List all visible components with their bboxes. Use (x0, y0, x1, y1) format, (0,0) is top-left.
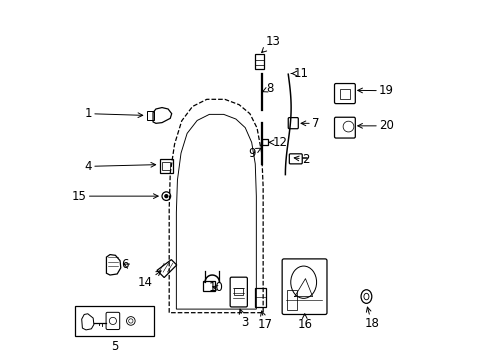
Text: 3: 3 (239, 309, 248, 329)
Text: 20: 20 (357, 120, 393, 132)
Text: 1: 1 (84, 107, 142, 120)
Bar (234, 288, 243, 296)
Text: 18: 18 (364, 307, 379, 330)
Text: 2: 2 (294, 153, 309, 166)
Bar (159, 159, 173, 173)
Text: 5: 5 (111, 339, 118, 352)
Bar (286, 290, 296, 310)
Text: 11: 11 (291, 67, 308, 80)
Text: 6: 6 (121, 258, 129, 271)
Text: 16: 16 (297, 314, 312, 331)
Bar (262, 139, 267, 145)
Text: 15: 15 (72, 190, 158, 203)
Bar (162, 162, 169, 170)
Bar (255, 288, 265, 307)
Bar (254, 54, 263, 69)
Text: 8: 8 (262, 82, 273, 95)
Bar (75, 306, 154, 336)
Bar (146, 111, 154, 120)
Text: 13: 13 (261, 35, 280, 53)
Circle shape (164, 195, 167, 198)
Text: 19: 19 (357, 84, 393, 97)
Text: 7: 7 (301, 117, 319, 130)
Text: 12: 12 (268, 136, 287, 149)
Bar (203, 281, 214, 291)
Text: 14: 14 (138, 271, 161, 289)
Text: 4: 4 (84, 160, 155, 173)
Text: 10: 10 (208, 281, 223, 294)
Bar (339, 89, 349, 99)
Text: 17: 17 (257, 311, 272, 331)
Text: 9: 9 (247, 147, 261, 159)
